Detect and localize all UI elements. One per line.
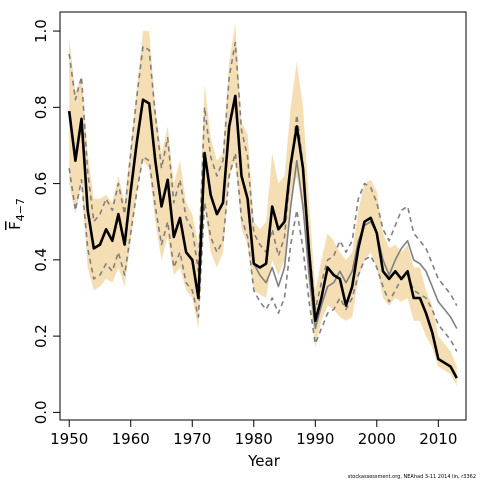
svg-text:F4−7: F4−7 [6,198,27,230]
x-tick-label: 1960 [112,430,150,448]
y-axis-title-subscript: 4−7 [14,198,27,221]
y-tick-label: 0.0 [32,400,50,424]
y-tick-label: 1.0 [32,19,50,43]
x-tick-label: 2010 [419,430,457,448]
axes: 1950 1960 1970 1980 1990 2000 2010 0.0 0.2 0.4 0.6… [32,11,467,448]
x-tick-label: 2000 [358,430,396,448]
y-tick-label: 0.4 [32,248,50,272]
x-tick-label: 1950 [50,430,88,448]
series-line-estimate [67,94,458,379]
plot-frame [59,11,467,421]
x-tick-label: 1990 [296,430,334,448]
plot-area [67,23,458,386]
series-line-comparison-lower [68,152,458,352]
y-axis-title: F4−7 [6,198,27,230]
confidence-band [69,23,457,386]
y-axis-title-main: F [6,221,24,230]
footer-note: stockassessment.org, NEAhad 3-11 2014 li… [348,474,476,480]
y-tick-label: 0.6 [32,172,50,196]
x-tick-label: 1970 [173,430,211,448]
x-tick-label: 1980 [235,430,273,448]
y-tick-label: 0.8 [32,95,50,119]
y-tick-label: 0.2 [32,324,50,348]
x-axis-title: Year [247,452,281,470]
series-line-comparison-upper [68,41,458,311]
